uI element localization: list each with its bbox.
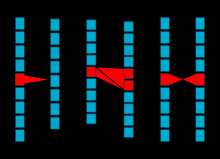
FancyBboxPatch shape bbox=[124, 45, 133, 55]
FancyBboxPatch shape bbox=[87, 32, 96, 42]
FancyBboxPatch shape bbox=[87, 43, 96, 53]
FancyBboxPatch shape bbox=[87, 67, 96, 77]
Polygon shape bbox=[96, 67, 124, 90]
FancyBboxPatch shape bbox=[51, 75, 59, 87]
FancyBboxPatch shape bbox=[124, 57, 133, 67]
FancyBboxPatch shape bbox=[15, 74, 24, 85]
FancyBboxPatch shape bbox=[124, 127, 133, 137]
FancyBboxPatch shape bbox=[15, 116, 24, 128]
FancyBboxPatch shape bbox=[161, 17, 169, 29]
FancyBboxPatch shape bbox=[124, 69, 133, 79]
FancyBboxPatch shape bbox=[161, 31, 169, 43]
FancyBboxPatch shape bbox=[15, 31, 24, 43]
FancyBboxPatch shape bbox=[196, 59, 205, 71]
FancyBboxPatch shape bbox=[161, 116, 169, 128]
FancyBboxPatch shape bbox=[196, 88, 205, 100]
FancyBboxPatch shape bbox=[15, 88, 24, 100]
FancyBboxPatch shape bbox=[87, 55, 96, 65]
FancyBboxPatch shape bbox=[196, 74, 205, 85]
FancyBboxPatch shape bbox=[161, 102, 169, 114]
FancyBboxPatch shape bbox=[124, 116, 133, 126]
Polygon shape bbox=[16, 74, 48, 85]
FancyBboxPatch shape bbox=[161, 59, 169, 71]
FancyBboxPatch shape bbox=[15, 130, 24, 142]
FancyBboxPatch shape bbox=[124, 80, 133, 90]
Polygon shape bbox=[183, 74, 196, 85]
FancyBboxPatch shape bbox=[15, 59, 24, 71]
FancyBboxPatch shape bbox=[87, 114, 96, 124]
FancyBboxPatch shape bbox=[87, 79, 96, 89]
FancyBboxPatch shape bbox=[87, 90, 96, 100]
FancyBboxPatch shape bbox=[51, 19, 59, 31]
FancyBboxPatch shape bbox=[196, 102, 205, 114]
FancyBboxPatch shape bbox=[87, 102, 96, 112]
FancyBboxPatch shape bbox=[51, 33, 59, 45]
FancyBboxPatch shape bbox=[51, 47, 59, 59]
Polygon shape bbox=[169, 74, 183, 85]
FancyBboxPatch shape bbox=[161, 88, 169, 100]
FancyBboxPatch shape bbox=[51, 117, 59, 129]
FancyBboxPatch shape bbox=[124, 92, 133, 102]
FancyBboxPatch shape bbox=[51, 89, 59, 101]
FancyBboxPatch shape bbox=[196, 130, 205, 142]
FancyBboxPatch shape bbox=[124, 104, 133, 114]
FancyBboxPatch shape bbox=[161, 45, 169, 57]
FancyBboxPatch shape bbox=[196, 31, 205, 43]
FancyBboxPatch shape bbox=[196, 116, 205, 128]
FancyBboxPatch shape bbox=[196, 45, 205, 57]
FancyBboxPatch shape bbox=[161, 74, 169, 85]
FancyBboxPatch shape bbox=[15, 45, 24, 57]
FancyBboxPatch shape bbox=[124, 33, 133, 43]
FancyBboxPatch shape bbox=[15, 102, 24, 114]
FancyBboxPatch shape bbox=[51, 103, 59, 115]
FancyBboxPatch shape bbox=[15, 17, 24, 29]
FancyBboxPatch shape bbox=[51, 61, 59, 73]
FancyBboxPatch shape bbox=[124, 22, 133, 32]
FancyBboxPatch shape bbox=[196, 17, 205, 29]
FancyBboxPatch shape bbox=[87, 20, 96, 30]
FancyBboxPatch shape bbox=[161, 130, 169, 142]
